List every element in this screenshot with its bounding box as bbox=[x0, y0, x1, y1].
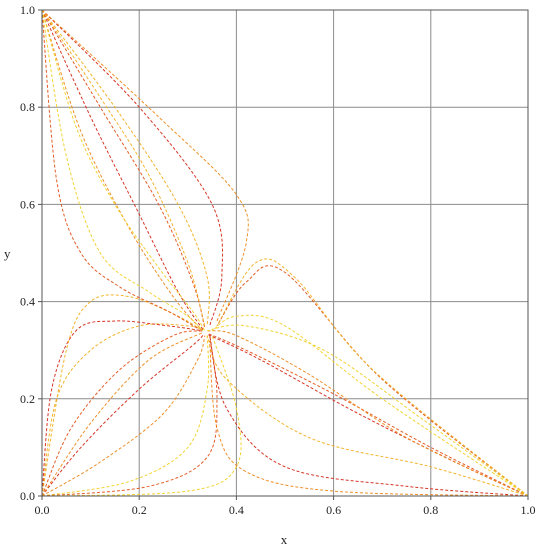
trajectory-line-15 bbox=[209, 335, 529, 497]
y-tick-label-4: 0.8 bbox=[20, 100, 35, 114]
trajectory-line-10 bbox=[206, 333, 529, 497]
trajectory-line-18 bbox=[216, 258, 529, 497]
trajectory-line-3 bbox=[41, 323, 205, 497]
trajectory-line-29 bbox=[41, 9, 206, 332]
trajectory-line-23 bbox=[41, 9, 210, 326]
y-axis-label: y bbox=[4, 246, 11, 261]
trajectory-line-17 bbox=[209, 340, 529, 497]
x-tick-label-2: 0.4 bbox=[229, 503, 244, 517]
trajectory-line-6 bbox=[41, 335, 218, 497]
trajectory-line-13 bbox=[206, 335, 529, 497]
trajectory-line-1 bbox=[41, 330, 203, 497]
trajectory-line-4 bbox=[41, 335, 210, 497]
trajectory-line-22 bbox=[41, 9, 203, 332]
trajectory-line-9 bbox=[41, 335, 242, 497]
x-tick-label-1: 0.2 bbox=[132, 503, 147, 517]
trajectory-line-7 bbox=[41, 332, 203, 497]
trajectory-line-19 bbox=[207, 324, 529, 497]
x-tick-label-3: 0.6 bbox=[326, 503, 341, 517]
trajectory-curves bbox=[41, 9, 529, 497]
tick-labels: 0.0 0.2 0.4 0.6 0.8 1.0 0.0 0.2 0.4 0.6 0.8 1.0 bbox=[20, 3, 536, 517]
trajectory-line-25 bbox=[41, 9, 224, 327]
y-tick-label-2: 0.4 bbox=[20, 295, 35, 309]
trajectory-line-26 bbox=[41, 9, 198, 329]
y-tick-label-5: 1.0 bbox=[20, 3, 35, 17]
trajectory-line-28 bbox=[41, 9, 206, 327]
trajectory-line-20 bbox=[41, 9, 205, 332]
y-tick-label-3: 0.6 bbox=[20, 197, 35, 211]
trajectory-line-12 bbox=[207, 330, 529, 497]
x-tick-label-5: 1.0 bbox=[521, 503, 536, 517]
y-tick-label-0: 0.0 bbox=[20, 489, 35, 503]
grid-lines bbox=[42, 10, 528, 496]
trajectory-line-0 bbox=[41, 333, 205, 497]
trajectory-line-5 bbox=[41, 320, 203, 497]
x-tick-label-0: 0.0 bbox=[35, 503, 50, 517]
trajectory-line-2 bbox=[41, 335, 206, 497]
y-tick-label-1: 0.2 bbox=[20, 392, 35, 406]
x-axis-label: x bbox=[281, 532, 288, 547]
x-tick-label-4: 0.8 bbox=[423, 503, 438, 517]
trajectory-line-21 bbox=[41, 9, 206, 329]
plot-frame bbox=[41, 9, 529, 497]
trajectory-line-11 bbox=[207, 332, 529, 497]
plot-frame-rect bbox=[41, 9, 529, 497]
trajectory-line-14 bbox=[211, 314, 529, 497]
trajectory-line-16 bbox=[216, 265, 529, 497]
trajectory-line-24 bbox=[41, 9, 203, 332]
trajectory-line-27 bbox=[41, 9, 249, 322]
